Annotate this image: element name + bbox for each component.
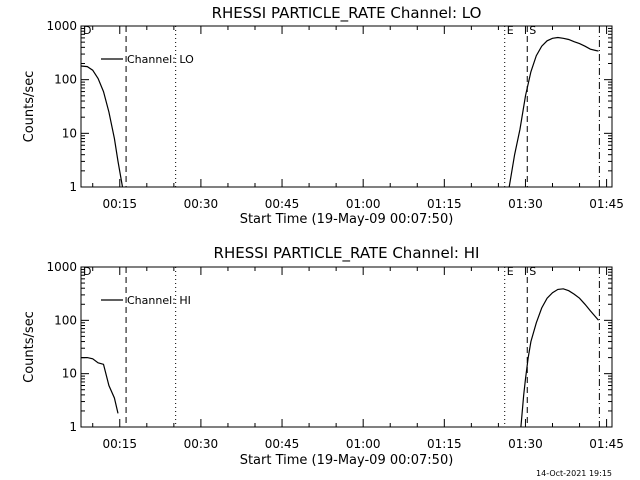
y-tick-label-1000: 1000 (46, 19, 77, 33)
x-tick-label-00-45: 00:45 (265, 197, 300, 211)
x-tick-label-01-15: 01:15 (427, 197, 462, 211)
y-axis-label: Counts/sec (22, 311, 37, 383)
marker-label-e: E (507, 265, 514, 278)
x-tick-label-01-45: 01:45 (589, 437, 624, 451)
series-line-channel-hi-0 (81, 357, 119, 414)
x-tick-label-00-45: 00:45 (265, 437, 300, 451)
x-axis-label: Start Time (19-May-09 00:07:50) (240, 453, 454, 468)
x-tick-label-01-15: 01:15 (427, 437, 462, 451)
x-tick-label-00-15: 00:15 (102, 197, 137, 211)
y-tick-label-100: 100 (54, 313, 77, 327)
x-tick-label-00-15: 00:15 (102, 437, 137, 451)
legend-entry-channel-hi: Channel: HI (127, 294, 191, 307)
plot-hi-channel: RHESSI PARTICLE_RATE Channel: HI 00:15 00:… (22, 244, 624, 468)
legend-entry-channel-lo: Channel: LO (127, 53, 194, 66)
plot-lo-channel: RHESSI PARTICLE_RATE Channel: LO 00:15 00:… (22, 4, 624, 227)
series-line-channel-lo-1 (508, 36, 599, 188)
y-tick-label-1000: 1000 (46, 260, 77, 274)
y-tick-label-1: 1 (69, 180, 77, 194)
marker-label-s: S (529, 24, 536, 37)
chart-title: RHESSI PARTICLE_RATE Channel: HI (214, 244, 480, 263)
chart-title: RHESSI PARTICLE_RATE Channel: LO (212, 4, 482, 23)
x-tick-label-01-30: 01:30 (508, 437, 543, 451)
y-tick-label-10: 10 (62, 367, 77, 381)
footer-timestamp: 14-Oct-2021 19:15 (536, 469, 612, 478)
x-tick-label-01-00: 01:00 (346, 197, 381, 211)
series-line-channel-hi-1 (520, 288, 599, 428)
x-tick-label-01-30: 01:30 (508, 197, 543, 211)
series-line-channel-lo-0 (80, 65, 124, 188)
x-tick-label-00-30: 00:30 (184, 197, 219, 211)
y-tick-label-100: 100 (54, 73, 77, 87)
x-tick-label-00-30: 00:30 (184, 437, 219, 451)
x-tick-label-01-00: 01:00 (346, 437, 381, 451)
y-axis-label: Counts/sec (22, 71, 37, 143)
y-tick-label-1: 1 (69, 420, 77, 434)
marker-label-e: E (507, 24, 514, 37)
plot-frame (80, 266, 613, 428)
plot-frame (80, 25, 613, 188)
x-axis-label: Start Time (19-May-09 00:07:50) (240, 212, 454, 227)
marker-label-s: S (529, 265, 536, 278)
y-tick-label-10: 10 (62, 126, 77, 140)
corner-label: D (83, 24, 91, 37)
x-tick-label-01-45: 01:45 (589, 197, 624, 211)
corner-label: D (83, 265, 91, 278)
